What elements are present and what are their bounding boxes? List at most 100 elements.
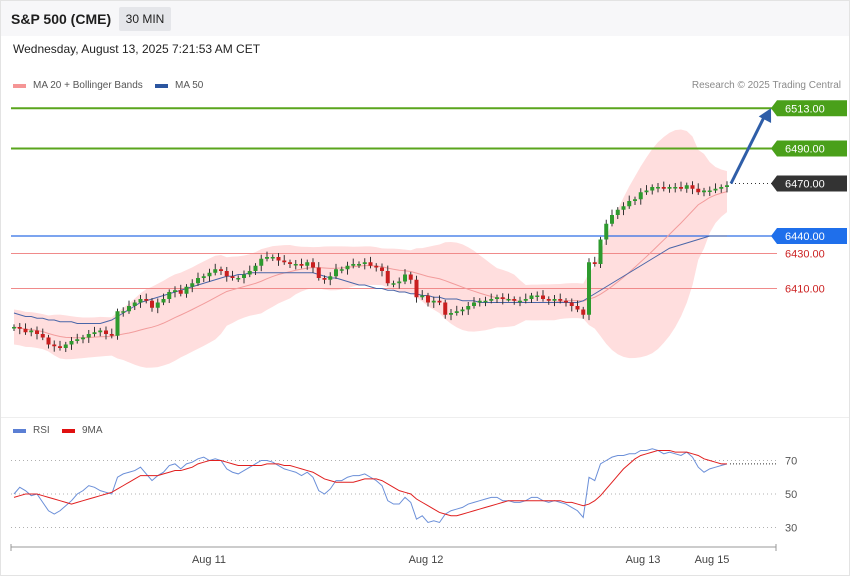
candle-up (397, 281, 402, 284)
candle-up (351, 264, 356, 266)
candle-down (443, 302, 448, 315)
candle-up (627, 201, 632, 207)
panel-divider (1, 417, 849, 418)
candle-up (132, 302, 137, 306)
candle-down (299, 264, 304, 266)
pivot-label: 6440.00 (785, 231, 825, 243)
candle-up (184, 286, 189, 294)
bollinger-band (14, 129, 727, 368)
support-label: 6410.00 (785, 284, 825, 296)
candle-up (552, 299, 557, 301)
candle-up (719, 187, 724, 189)
candle-up (483, 300, 488, 303)
candle-up (81, 337, 85, 340)
candle-down (109, 334, 114, 336)
candle-down (40, 334, 45, 338)
rsi-ma-line (13, 449, 727, 517)
candle-up (472, 302, 476, 306)
candle-up (127, 306, 131, 312)
candle-down (17, 327, 22, 329)
candle-up (598, 239, 603, 264)
rsi-tick-label: 70 (785, 456, 797, 468)
candle-up (523, 299, 528, 301)
candle-up (615, 209, 620, 215)
ma50-label: MA 50 (175, 80, 204, 91)
candle-up (334, 269, 338, 277)
resistance-label-box (777, 140, 847, 157)
candle-up (667, 187, 672, 189)
candle-up (75, 339, 80, 341)
candle-down (230, 276, 235, 278)
candle-up (489, 299, 494, 301)
candle-up (638, 192, 643, 200)
candle-up (253, 265, 258, 271)
candle-up (420, 295, 425, 298)
candle-down (661, 187, 666, 189)
support-label: 6430.00 (785, 249, 825, 261)
candle-up (633, 199, 637, 201)
candle-down (276, 257, 281, 261)
candle-up (621, 206, 626, 210)
candle-up (449, 313, 453, 315)
candle-up (259, 258, 264, 266)
resistance-label-pointer (771, 140, 777, 157)
candle-down (437, 300, 442, 303)
candle-down (512, 299, 517, 301)
candle-down (23, 328, 28, 333)
rsi-tick-label: 30 (785, 523, 797, 535)
timestamp: Wednesday, August 13, 2025 7:21:53 AM CE… (13, 42, 261, 56)
candle-up (190, 283, 195, 287)
candle-up (69, 341, 74, 345)
copyright: Research © 2025 Trading Central (691, 80, 841, 91)
candle-up (684, 185, 689, 189)
x-tick-label: Aug 15 (695, 554, 730, 566)
timeframe-button[interactable]: 30 MIN (119, 7, 171, 31)
candle-up (155, 302, 160, 308)
legend-ma50: MA 50 (155, 80, 203, 91)
candle-up (477, 300, 482, 303)
candle-up (673, 187, 678, 189)
candle-up (207, 272, 212, 277)
candle-down (558, 299, 563, 301)
ma50-swatch (155, 83, 168, 88)
candle-down (408, 274, 413, 280)
candle-up (201, 276, 206, 278)
candle-up (357, 264, 361, 266)
legend-rsi-ma: 9MA (62, 425, 103, 436)
candle-down (150, 300, 154, 308)
target-arrow-head (758, 108, 772, 124)
candle-up (29, 330, 34, 333)
candle-down (581, 309, 586, 315)
resistance-label-pointer (771, 100, 777, 117)
candle-up (305, 262, 310, 266)
candle-down (46, 337, 51, 345)
candle-up (328, 276, 333, 280)
candle-down (575, 306, 580, 310)
candle-up (339, 269, 344, 271)
candle-down (52, 344, 57, 347)
candle-down (144, 299, 149, 301)
last-price-label: 6470.00 (785, 179, 825, 191)
target-arrow-shaft (729, 114, 767, 185)
candle-up (656, 187, 660, 189)
candle-up (495, 297, 499, 299)
candle-up (506, 299, 511, 301)
candle-up (265, 257, 269, 259)
candle-down (282, 260, 287, 263)
pivot-label-box (777, 228, 847, 244)
candle-down (696, 188, 701, 193)
candle-up (173, 290, 177, 292)
candle-up (247, 271, 252, 275)
candle-down (224, 271, 229, 277)
candle-up (535, 295, 540, 297)
candle-up (161, 299, 166, 303)
last-price-label-pointer (771, 175, 777, 192)
candle-up (98, 330, 103, 333)
candle-up (242, 274, 246, 278)
candle-up (12, 327, 16, 329)
resistance-label: 6490.00 (785, 144, 825, 156)
candle-up (518, 300, 522, 303)
candle-up (138, 299, 143, 303)
rsi-swatch (13, 428, 26, 433)
